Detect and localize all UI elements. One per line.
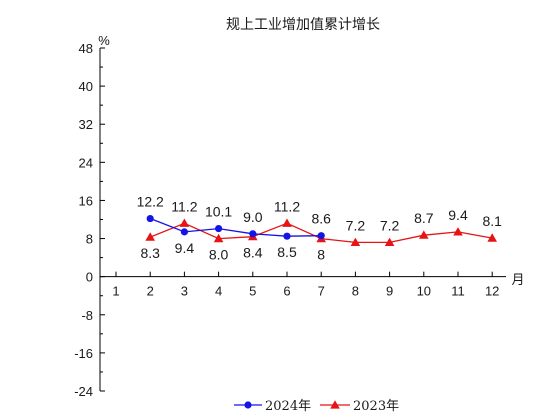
x-tick-label: 5 xyxy=(249,284,256,299)
y-tick-label: 16 xyxy=(79,193,93,208)
y-tick-label: -16 xyxy=(74,346,93,361)
data-label: 9.4 xyxy=(448,207,468,223)
x-tick-label: 10 xyxy=(417,284,431,299)
data-label: 7.2 xyxy=(380,217,400,233)
x-tick-label: 9 xyxy=(386,284,393,299)
data-point-circle xyxy=(215,224,223,233)
data-point-circle xyxy=(283,232,291,240)
data-label: 12.2 xyxy=(137,194,164,210)
series-layer xyxy=(145,214,497,246)
y-tick-label: 0 xyxy=(86,270,93,285)
x-tick-label: 2 xyxy=(147,284,154,299)
legend-label: 2023年 xyxy=(353,399,399,414)
y-tick-label: -8 xyxy=(81,308,93,323)
x-tick-label: 12 xyxy=(485,284,499,299)
legend-marker-triangle xyxy=(330,400,340,409)
data-label: 11.2 xyxy=(171,198,197,214)
data-point-circle xyxy=(180,228,188,236)
data-label: 8 xyxy=(317,247,325,263)
y-tick-label: 32 xyxy=(79,117,93,132)
y-tick-label: 24 xyxy=(79,155,93,170)
x-tick-label: 1 xyxy=(112,284,119,299)
data-label: 9.0 xyxy=(243,209,263,225)
data-label: 8.5 xyxy=(277,244,297,260)
x-tick-label: 8 xyxy=(352,284,359,299)
data-label: 9.4 xyxy=(175,240,195,256)
legend-label: 2024年 xyxy=(265,399,311,414)
x-axis-unit: 月 xyxy=(511,272,524,287)
data-label: 8.7 xyxy=(414,210,434,226)
data-label: 8.1 xyxy=(482,213,502,229)
data-label: 8.6 xyxy=(311,211,331,227)
x-tick-label: 11 xyxy=(451,284,465,299)
data-label: 11.2 xyxy=(274,198,300,214)
data-label: 8.4 xyxy=(243,245,263,261)
data-point-triangle xyxy=(282,218,292,227)
data-label: 10.1 xyxy=(205,204,232,220)
x-tick-label: 7 xyxy=(318,284,325,299)
y-axis-unit: % xyxy=(98,33,110,48)
legend: 2024年 2023年 xyxy=(234,399,399,414)
data-label: 7.2 xyxy=(346,217,366,233)
chart-title: 规上工业增加值累计增长 xyxy=(226,17,380,33)
data-point-triangle xyxy=(384,237,395,246)
data-label: 8.0 xyxy=(209,247,229,263)
x-tick-label: 3 xyxy=(181,284,188,299)
data-point-triangle xyxy=(213,233,224,243)
data-label-layer: 12.2 9.4 10.1 9.0 8.5 8.6 8.3 11.2 8.0 8.4 11.2 8 7.… xyxy=(137,194,503,263)
data-point-circle xyxy=(146,214,154,223)
data-point-triangle xyxy=(419,230,429,239)
y-tick-label: 48 xyxy=(79,41,93,56)
x-tick-label: 4 xyxy=(215,284,222,299)
data-point-triangle xyxy=(487,233,497,242)
data-point-triangle xyxy=(453,227,463,236)
legend-marker-circle xyxy=(244,401,252,409)
y-tick-label: -24 xyxy=(74,384,93,399)
data-point-triangle xyxy=(179,218,190,227)
y-tick-label: 40 xyxy=(79,79,93,94)
series-line xyxy=(149,217,322,237)
data-point-circle xyxy=(249,230,257,238)
data-point-triangle xyxy=(145,232,155,241)
data-point-circle xyxy=(317,232,325,240)
data-label: 8.3 xyxy=(140,245,160,261)
x-tick-label: 6 xyxy=(283,284,290,299)
y-tick-label: 8 xyxy=(86,232,93,247)
data-point-triangle xyxy=(350,237,361,246)
